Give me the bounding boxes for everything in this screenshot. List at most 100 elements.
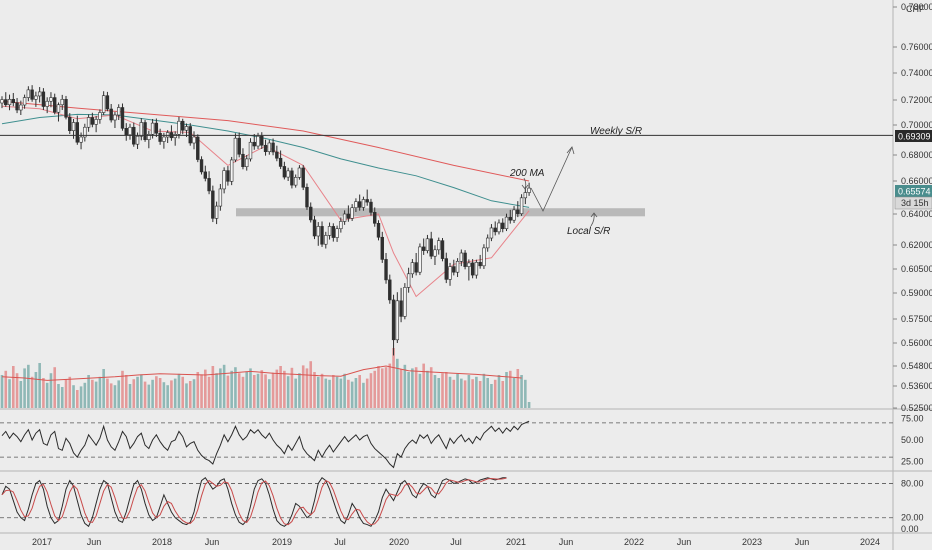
volume-bar <box>49 373 53 408</box>
volume-bar <box>305 368 309 408</box>
volume-bar <box>320 373 324 408</box>
volume-bar <box>271 372 275 408</box>
projection-path <box>530 146 573 212</box>
candle-body <box>207 178 211 192</box>
volume-bar <box>53 367 57 408</box>
volume-bar <box>493 379 497 408</box>
volume-bar <box>177 373 181 408</box>
candles <box>0 85 531 356</box>
candle-body <box>267 142 272 152</box>
volume-bar <box>365 378 369 408</box>
candle-body <box>177 120 181 135</box>
volume-bar <box>414 367 418 408</box>
candle-body <box>301 167 305 188</box>
volume-bar <box>332 375 335 408</box>
candle-body <box>79 136 83 143</box>
price-tick-label: 0.70000 <box>901 120 932 130</box>
volume-bar <box>64 379 68 408</box>
volume-bar <box>128 384 132 408</box>
indicator-tick-label: 0.00 <box>901 524 919 534</box>
candle-body <box>342 213 347 222</box>
volume-bar <box>102 369 105 408</box>
candle-body <box>357 201 362 208</box>
candle-body <box>365 199 369 203</box>
volume-bar <box>91 379 94 408</box>
volume-bar <box>211 366 215 408</box>
candle-body <box>406 273 411 288</box>
volume-bar <box>380 368 384 408</box>
volume-bar <box>508 370 512 408</box>
volume-bar <box>4 370 8 408</box>
time-tick-label: Jun <box>205 537 220 547</box>
price-label-weekly-level-text: 0.69309 <box>898 132 931 142</box>
volume-bar <box>452 379 456 408</box>
volume-bar <box>124 375 128 408</box>
volume-bar <box>260 370 264 408</box>
volume-bar <box>15 373 19 408</box>
volume-bar <box>316 376 320 408</box>
volume-bar <box>140 374 143 408</box>
candle-body <box>278 157 283 167</box>
volume-bar <box>429 367 433 408</box>
time-tick-label: 2020 <box>389 537 409 547</box>
time-tick-label: 2022 <box>624 537 644 547</box>
candle-body <box>56 104 61 113</box>
volume-bar <box>249 368 252 408</box>
candle-body <box>11 99 15 104</box>
time-axis[interactable]: 2017 Jun 2018 Jun 2019 Jul 2020 Jul 2021 Jun 2022 J… <box>32 537 880 547</box>
volume-bar <box>298 373 301 408</box>
volume-bar <box>335 376 339 408</box>
price-tick-label: 0.78000 <box>901 2 932 12</box>
candle-body <box>316 226 320 237</box>
price-tick-label: 0.57500 <box>901 314 932 324</box>
time-tick-label: 2023 <box>742 537 762 547</box>
candle-body <box>109 108 113 121</box>
candle-body <box>380 236 384 260</box>
volume-bar <box>30 376 34 408</box>
volume-bar <box>505 372 508 408</box>
candle-body <box>519 197 524 214</box>
price-tick-label: 0.56000 <box>901 338 932 348</box>
candle-body <box>86 117 91 128</box>
candle-body <box>26 89 31 98</box>
volume-bar <box>426 370 429 408</box>
indicator-tick-label: 50.00 <box>901 435 924 445</box>
volume-bar <box>441 373 444 408</box>
candle-body <box>105 95 110 110</box>
candle-body <box>437 240 441 251</box>
volume-bar <box>286 376 290 408</box>
candle-body <box>60 99 64 106</box>
indicator-tick-label: 80.00 <box>901 478 924 488</box>
candle-body <box>497 222 501 233</box>
candle-body <box>83 126 87 138</box>
candle-body <box>508 216 512 221</box>
candle-body <box>425 238 430 251</box>
time-tick-label: Jul <box>334 537 346 547</box>
volume-bar <box>19 381 23 408</box>
candle-body <box>516 209 520 214</box>
candle-body <box>0 99 4 104</box>
volume-bar <box>98 376 102 408</box>
candle-body <box>478 261 482 267</box>
candle-body <box>117 107 121 116</box>
time-tick-label: Jun <box>87 537 102 547</box>
volume-bar <box>87 375 90 408</box>
candle-body <box>455 261 460 273</box>
price-label-last-price-text: 0.65574 <box>898 187 931 197</box>
volume-bar <box>42 378 45 408</box>
volume-bar <box>106 378 109 408</box>
price-tick-label: 0.72000 <box>901 95 932 105</box>
volume-bar <box>497 375 501 408</box>
volume-bar <box>486 378 489 408</box>
price-label-weekly-level: 0.69309 <box>895 130 932 142</box>
volume-bar <box>527 402 531 408</box>
volume-bar <box>230 370 233 408</box>
candle-body <box>22 97 27 106</box>
candle-body <box>37 91 42 97</box>
candle-body <box>124 128 128 136</box>
price-axis[interactable]: 0.78000 0.76000 0.74000 0.72000 0.70000 0.680… <box>893 2 932 534</box>
volume-bar <box>350 381 354 408</box>
volume-bar <box>252 375 256 408</box>
